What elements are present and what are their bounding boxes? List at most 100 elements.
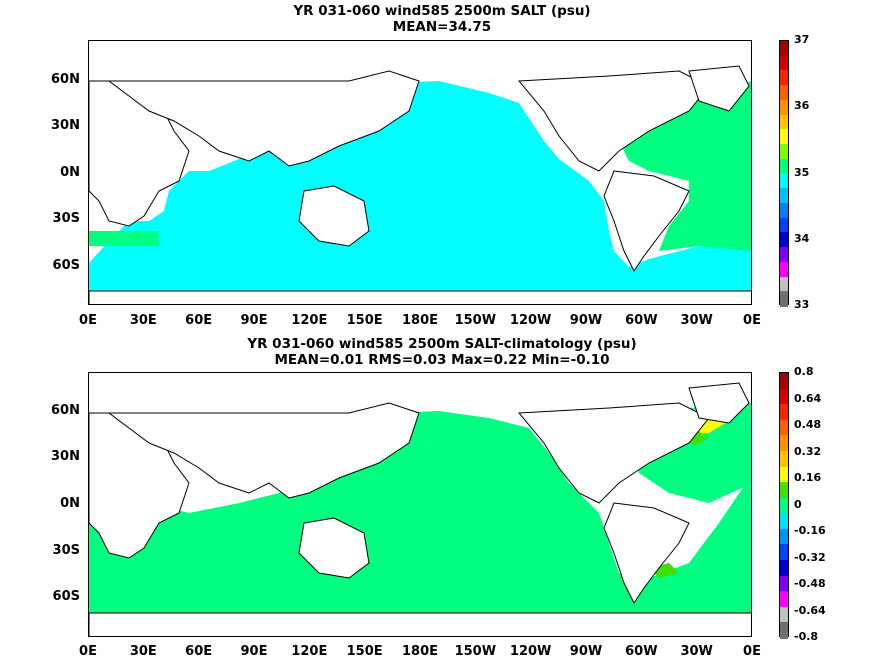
panel2-title: YR 031-060 wind585 2500m SALT-climatolog… — [247, 336, 637, 352]
p1-colorbar-label: 37 — [794, 33, 810, 46]
p1-ytick-30n: 30N — [51, 118, 80, 133]
p1-xtick: 90E — [240, 313, 268, 328]
p1-xtick: 120W — [509, 313, 552, 328]
p1-ytick-0n: 0N — [60, 165, 80, 180]
p2-north-america-outline — [517, 402, 710, 504]
p2-colorbar-swatch — [780, 450, 788, 468]
p2-colorbar-label: -0.16 — [794, 524, 826, 537]
panel1-colorbar — [779, 40, 789, 307]
p2-colorbar-swatch — [780, 466, 788, 483]
p2-colorbar-label: -0.32 — [794, 550, 826, 564]
p2-australia-outline — [298, 517, 370, 579]
p1-xtick: 150E — [346, 313, 383, 328]
p1-colorbar-swatch — [780, 55, 788, 72]
p1-xtick: 60W — [625, 313, 658, 328]
p2-colorbar-label: 0.32 — [794, 444, 822, 458]
p1-xtick: 90W — [569, 313, 603, 328]
p2-colorbar-swatch — [780, 482, 788, 499]
indian-field — [169, 151, 304, 266]
p2-colorbar-swatch — [780, 575, 788, 592]
p1-colorbar-label: 36 — [794, 99, 810, 113]
p1-xtick: 180E — [401, 313, 439, 328]
p2-colorbar-swatch — [780, 497, 788, 514]
p1-colorbar-swatch — [780, 217, 788, 233]
p2-colorbar-label: 0.64 — [794, 391, 822, 405]
p2-xtick: 180E — [401, 644, 439, 659]
p1-colorbar-swatch — [780, 291, 788, 307]
p1-colorbar-swatch — [780, 247, 788, 263]
p2-colorbar-label: 0.8 — [794, 365, 814, 378]
p1-colorbar-swatch — [780, 129, 788, 145]
p1-colorbar-swatch — [780, 276, 788, 292]
panel1-title: YR 031-060 wind585 2500m SALT (psu) — [293, 3, 591, 19]
p2-colorbar-swatch — [780, 622, 788, 639]
p2-greenland-outline — [688, 382, 750, 424]
panel1-field-svg — [89, 41, 751, 304]
panel2-colorbar — [779, 372, 789, 639]
p2-colorbar-swatch — [780, 404, 788, 421]
p2-xtick: 30E — [129, 644, 157, 659]
p1-colorbar-swatch — [780, 144, 788, 160]
panel1-map — [88, 40, 752, 305]
p1-colorbar-label: 33 — [794, 298, 810, 311]
p2-ytick-60n: 60N — [51, 403, 80, 418]
p2-ytick-30n: 30N — [51, 449, 80, 464]
p1-colorbar-swatch — [780, 173, 788, 189]
p2-xtick: 0E — [79, 644, 97, 659]
p2-colorbar-swatch — [780, 591, 788, 608]
p2-colorbar-swatch — [780, 606, 788, 623]
p1-xtick: 30E — [129, 313, 157, 328]
p1-xtick: 0E — [79, 313, 97, 328]
p2-xtick: 120W — [509, 644, 552, 659]
p2-colorbar-swatch — [780, 373, 788, 390]
p2-colorbar-swatch — [780, 435, 788, 452]
panel2-subtitle: MEAN=0.01 RMS=0.03 Max=0.22 Min=-0.10 — [274, 352, 610, 368]
p1-colorbar-swatch — [780, 232, 788, 248]
p1-ytick-60s: 60S — [52, 258, 80, 273]
p1-colorbar-swatch — [780, 261, 788, 278]
p1-colorbar-swatch — [780, 114, 788, 130]
p2-ytick-60s: 60S — [52, 589, 80, 604]
p1-xtick: 30W — [680, 313, 713, 328]
p1-xtick: 0E — [743, 313, 761, 328]
p2-colorbar-label: 0.16 — [794, 471, 822, 484]
p2-colorbar-swatch — [780, 388, 788, 405]
p1-xtick: 150W — [454, 313, 497, 328]
p2-colorbar-label: -0.48 — [794, 577, 826, 590]
p2-xtick: 30W — [680, 644, 713, 659]
panel2-field-svg — [89, 373, 751, 636]
panel1-subtitle: MEAN=34.75 — [392, 19, 492, 35]
p2-eurasia-outline — [107, 402, 420, 499]
p1-colorbar-swatch — [780, 99, 788, 116]
p1-colorbar-label: 35 — [794, 165, 810, 179]
p1-colorbar-swatch — [780, 41, 788, 57]
p1-colorbar-label: 34 — [794, 231, 810, 245]
p2-south-america-outline — [603, 502, 690, 604]
eurasia-outline — [107, 70, 420, 167]
p2-colorbar-swatch — [780, 528, 788, 546]
p1-colorbar-swatch — [780, 188, 788, 204]
p2-xtick: 90W — [569, 644, 603, 659]
p2-ytick-30s: 30S — [52, 543, 80, 558]
p1-colorbar-swatch — [780, 202, 788, 219]
pacific-field — [319, 85, 609, 271]
antarctica-outline — [89, 290, 751, 304]
indian-atlantic-green-strip — [89, 231, 159, 246]
p2-colorbar-swatch — [780, 560, 788, 577]
p2-antarctica-outline — [89, 612, 751, 636]
p2-xtick: 0E — [743, 644, 761, 659]
p1-colorbar-swatch — [780, 70, 788, 86]
p1-ytick-60n: 60N — [51, 72, 80, 87]
p2-colorbar-label: 0.48 — [794, 418, 822, 431]
p2-colorbar-swatch — [780, 513, 788, 530]
p2-colorbar-label: -0.8 — [794, 630, 819, 643]
anomaly-global-field — [89, 411, 751, 613]
south-america-outline — [603, 170, 690, 272]
greenland-outline — [688, 65, 750, 112]
p2-xtick: 90E — [240, 644, 268, 659]
p1-colorbar-swatch — [780, 158, 788, 175]
p2-colorbar-swatch — [780, 544, 788, 561]
p2-xtick: 150W — [454, 644, 497, 659]
p2-xtick: 60W — [625, 644, 658, 659]
p1-colorbar-swatch — [780, 85, 788, 101]
